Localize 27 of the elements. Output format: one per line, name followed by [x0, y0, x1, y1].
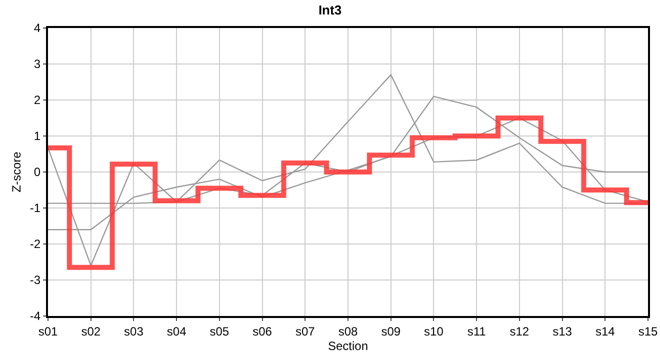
x-tick-label: s12	[510, 324, 530, 338]
y-axis-title: Z-score	[10, 151, 24, 192]
x-tick-label: s15	[638, 324, 658, 338]
y-tick-label: -4	[30, 309, 41, 324]
x-tick-label: s09	[381, 324, 401, 338]
x-axis-title: Section	[328, 338, 368, 353]
x-tick-label: s01	[38, 324, 58, 338]
x-tick-label: s03	[124, 324, 144, 338]
y-tick-label: -1	[30, 201, 41, 216]
x-tick-label: s11	[467, 324, 486, 338]
x-tick-label: s08	[338, 324, 358, 338]
x-tick-label: s04	[166, 324, 187, 338]
y-tick-label: -3	[30, 273, 41, 288]
x-tick-label: s05	[210, 324, 230, 338]
y-tick-label: 4	[34, 21, 41, 36]
x-tick-label: s13	[552, 324, 572, 338]
y-tick-label: 0	[34, 165, 41, 180]
x-tick-label: s07	[295, 324, 316, 338]
x-tick-label: s02	[81, 324, 101, 338]
y-tick-label: 1	[34, 129, 41, 144]
x-tick-label: s14	[595, 324, 616, 338]
y-tick-label: 2	[34, 93, 41, 108]
x-tick-label: s06	[252, 324, 272, 338]
chart-title: Int3	[318, 2, 342, 18]
y-tick-label: -2	[30, 237, 41, 252]
x-tick-label: s10	[424, 324, 444, 338]
y-tick-label: 3	[34, 57, 41, 72]
